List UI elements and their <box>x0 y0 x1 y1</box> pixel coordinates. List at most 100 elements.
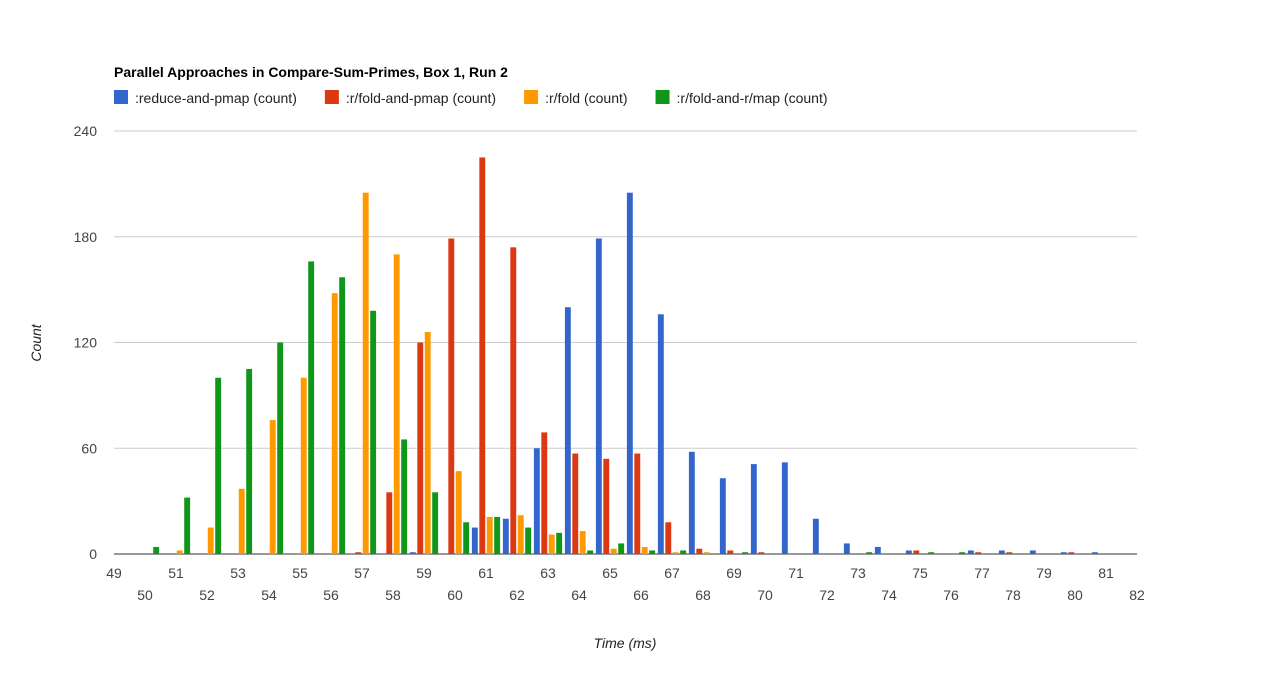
bar-r-fold-and-r-map-count-62 <box>525 527 532 554</box>
x-tick-label: 49 <box>106 565 122 581</box>
x-tick-label: 61 <box>478 565 494 581</box>
y-axis-label: Count <box>28 323 44 361</box>
bar-r-fold-count-63 <box>548 534 555 554</box>
bar-r-fold-and-pmap-count-66 <box>634 453 641 554</box>
bar-r-fold-and-pmap-count-68 <box>696 548 703 554</box>
bar-reduce-and-pmap-count-73 <box>843 543 850 554</box>
bar-r-fold-and-pmap-count-61 <box>479 157 486 554</box>
x-tick-label: 65 <box>602 565 618 581</box>
chart-title: Parallel Approaches in Compare-Sum-Prime… <box>114 64 508 80</box>
bar-reduce-and-pmap-count-64 <box>564 307 571 554</box>
bar-r-fold-and-pmap-count-57 <box>355 552 362 554</box>
x-axis-label: Time (ms) <box>594 635 657 651</box>
legend-label: :r/fold (count) <box>545 90 627 106</box>
bar-r-fold-and-r-map-count-58 <box>401 439 408 554</box>
x-tick-label: 77 <box>974 565 990 581</box>
bar-reduce-and-pmap-count-81 <box>1091 552 1098 554</box>
x-tick-label: 78 <box>1005 587 1021 603</box>
bar-r-fold-count-67 <box>672 552 679 554</box>
bar-reduce-and-pmap-count-70 <box>750 464 757 554</box>
bar-r-fold-and-pmap-count-70 <box>758 552 765 554</box>
x-tick-label: 52 <box>199 587 215 603</box>
legend-swatch <box>324 90 339 104</box>
legend-swatch <box>655 90 670 104</box>
bar-r-fold-count-62 <box>517 515 524 554</box>
x-tick-label: 69 <box>726 565 742 581</box>
bar-r-fold-and-r-map-count-66 <box>649 550 656 554</box>
bar-reduce-and-pmap-count-59 <box>409 552 416 554</box>
x-tick-label: 59 <box>416 565 432 581</box>
x-tick-label: 80 <box>1067 587 1083 603</box>
bar-r-fold-count-52 <box>207 527 214 554</box>
bar-r-fold-and-pmap-count-64 <box>572 453 579 554</box>
bar-reduce-and-pmap-count-63 <box>533 448 540 554</box>
bar-reduce-and-pmap-count-78 <box>998 550 1005 554</box>
bar-r-fold-count-53 <box>238 488 245 554</box>
bar-reduce-and-pmap-count-62 <box>502 518 509 554</box>
legend: :reduce-and-pmap (count):r/fold-and-pmap… <box>114 90 828 106</box>
x-tick-label: 74 <box>881 587 897 603</box>
bar-r-fold-and-r-map-count-61 <box>494 516 501 554</box>
x-tick-label: 81 <box>1098 565 1114 581</box>
bar-r-fold-and-r-map-count-59 <box>432 492 439 554</box>
bar-r-fold-count-60 <box>455 471 462 554</box>
x-tick-label: 64 <box>571 587 587 603</box>
x-tick-label: 68 <box>695 587 711 603</box>
bar-reduce-and-pmap-count-71 <box>781 462 788 554</box>
x-tick-label: 51 <box>168 565 184 581</box>
x-tick-label: 70 <box>757 587 773 603</box>
bar-r-fold-and-r-map-count-60 <box>463 522 470 554</box>
bar-r-fold-and-r-map-count-53 <box>246 368 253 554</box>
bar-r-fold-and-r-map-count-63 <box>556 532 563 554</box>
legend-swatch <box>114 90 128 104</box>
bar-r-fold-and-pmap-count-65 <box>603 458 610 554</box>
bar-r-fold-and-pmap-count-78 <box>1006 552 1013 554</box>
x-tick-label: 57 <box>354 565 370 581</box>
bar-r-fold-count-61 <box>486 516 493 554</box>
bar-reduce-and-pmap-count-74 <box>874 546 881 554</box>
x-tick-label: 82 <box>1129 587 1145 603</box>
x-tick-label: 79 <box>1036 565 1052 581</box>
bar-r-fold-and-pmap-count-75 <box>913 550 920 554</box>
x-tick-label: 60 <box>447 587 463 603</box>
bar-r-fold-count-58 <box>393 254 400 554</box>
bar-r-fold-and-r-map-count-50 <box>153 546 160 554</box>
x-axis-ticks: 49 51 53 55 57 59 61 63 65 67 69 71 73 75 77 79 81 50 52 54… <box>106 565 1145 603</box>
x-tick-label: 75 <box>912 565 928 581</box>
bar-r-fold-and-r-map-count-51 <box>184 497 191 554</box>
bar-r-fold-count-65 <box>610 548 617 554</box>
bar-reduce-and-pmap-count-61 <box>471 527 478 554</box>
bar-r-fold-count-55 <box>300 377 307 554</box>
bar-reduce-and-pmap-count-80 <box>1060 552 1067 554</box>
bar-reduce-and-pmap-count-69 <box>719 478 726 554</box>
legend-label: :r/fold-and-r/map (count) <box>677 90 828 106</box>
bar-r-fold-and-r-map-count-55 <box>308 261 315 554</box>
bar-r-fold-and-pmap-count-59 <box>417 342 424 554</box>
bar-reduce-and-pmap-count-67 <box>657 314 664 554</box>
bar-r-fold-count-54 <box>269 420 276 554</box>
x-tick-label: 67 <box>664 565 680 581</box>
bar-r-fold-and-pmap-count-67 <box>665 522 672 554</box>
x-tick-label: 54 <box>261 587 277 603</box>
bar-r-fold-and-pmap-count-63 <box>541 432 548 554</box>
x-tick-label: 66 <box>633 587 649 603</box>
bar-r-fold-and-r-map-count-52 <box>215 377 222 554</box>
bar-r-fold-and-r-map-count-76 <box>959 552 966 554</box>
bar-r-fold-count-66 <box>641 546 648 554</box>
legend-label: :r/fold-and-pmap (count) <box>346 90 496 106</box>
bar-reduce-and-pmap-count-75 <box>905 550 912 554</box>
x-tick-label: 63 <box>540 565 556 581</box>
bar-r-fold-count-59 <box>424 331 431 554</box>
bar-r-fold-and-r-map-count-75 <box>928 552 935 554</box>
bar-reduce-and-pmap-count-65 <box>595 238 602 554</box>
x-tick-label: 53 <box>230 565 246 581</box>
bar-r-fold-and-r-map-count-56 <box>339 277 346 554</box>
bar-reduce-and-pmap-count-68 <box>688 451 695 554</box>
bar-r-fold-and-r-map-count-73 <box>866 552 873 554</box>
bar-r-fold-and-pmap-count-62 <box>510 247 517 554</box>
y-tick-label: 120 <box>74 335 98 351</box>
bar-r-fold-count-57 <box>362 192 369 554</box>
bar-reduce-and-pmap-count-66 <box>626 192 633 554</box>
x-tick-label: 73 <box>850 565 866 581</box>
